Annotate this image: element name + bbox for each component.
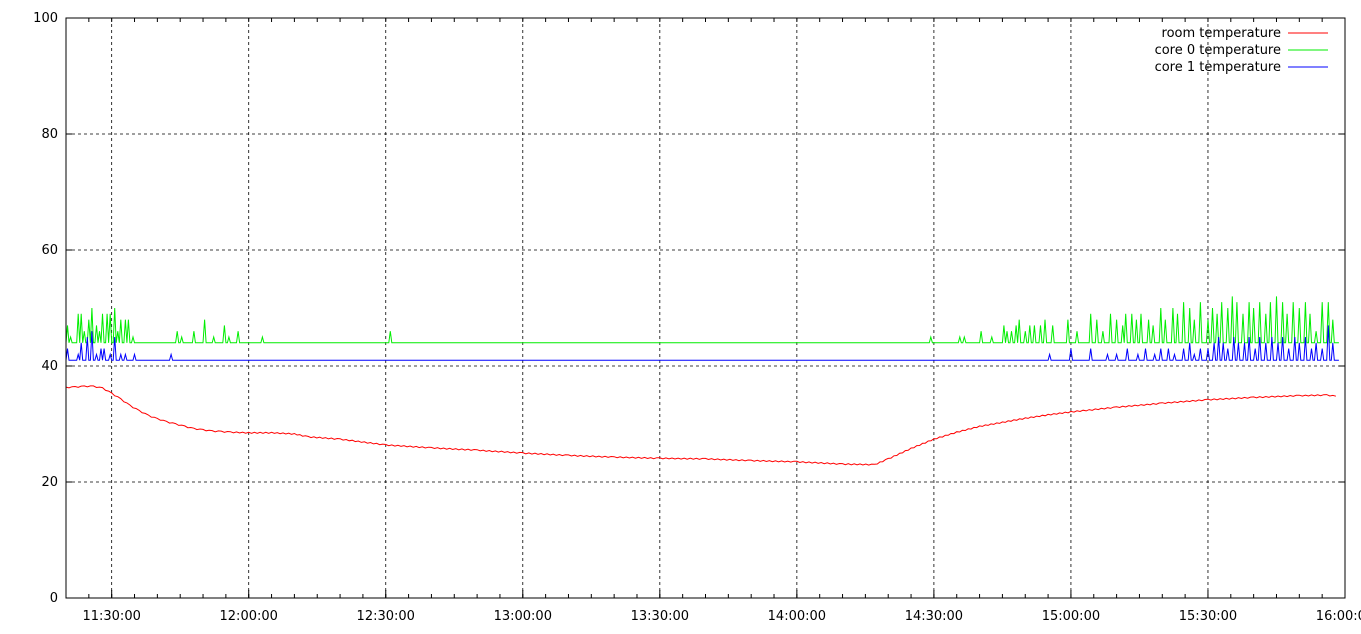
legend: room temperature core 0 temperature core 1…: [1155, 26, 1328, 75]
series-line-1: [65, 296, 1339, 344]
y-tick-label: 0: [50, 591, 58, 606]
x-tick-label: 16:00:00: [1316, 609, 1361, 624]
x-tick-label: 13:30:00: [631, 609, 689, 624]
x-tick-label: 13:00:00: [494, 609, 552, 624]
axes: 0 20 40 60 80 100 11:30:00 12:00:00 12:30:00 13:0…: [33, 11, 1361, 624]
x-tick-label: 11:30:00: [82, 609, 140, 624]
y-tick-label: 20: [41, 475, 58, 490]
x-tick-label: 14:00:00: [768, 609, 826, 624]
y-tick-label: 60: [41, 243, 58, 258]
x-tick-label: 15:00:00: [1042, 609, 1100, 624]
y-tick-label: 40: [41, 359, 58, 374]
series-line-0: [65, 385, 1337, 466]
x-tick-label: 12:00:00: [220, 609, 278, 624]
y-tick-label: 80: [41, 127, 58, 142]
legend-label-1: core 0 temperature: [1155, 43, 1281, 58]
x-tick-label: 15:30:00: [1179, 609, 1237, 624]
x-tick-label: 12:30:00: [357, 609, 415, 624]
x-tick-label: 14:30:00: [905, 609, 963, 624]
plot-border: [65, 17, 1346, 599]
series-line-2: [65, 325, 1339, 361]
plot-area: [65, 296, 1339, 466]
y-tick-label: 100: [33, 11, 58, 26]
legend-label-2: core 1 temperature: [1155, 60, 1281, 75]
legend-label-0: room temperature: [1162, 26, 1281, 41]
grid: [66, 18, 1345, 598]
